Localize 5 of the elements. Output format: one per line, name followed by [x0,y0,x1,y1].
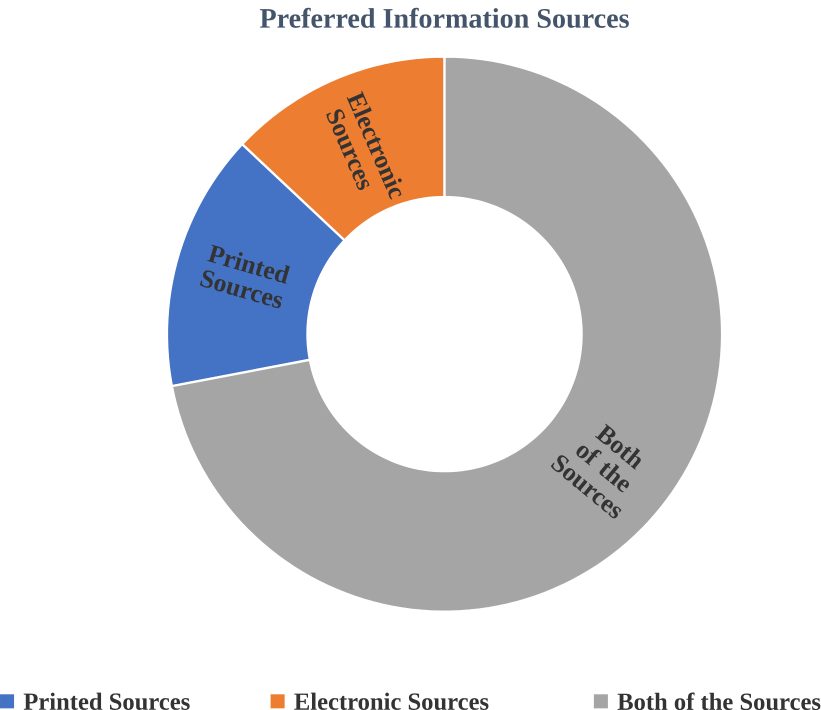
legend-label: Both of the Sources [618,692,820,710]
legend-label: Electronic Sources [294,692,488,710]
legend-label: Printed Sources [24,692,190,710]
chart-title: Preferred Information Sources [260,8,629,28]
slice-label: Printed Sources [200,244,290,308]
